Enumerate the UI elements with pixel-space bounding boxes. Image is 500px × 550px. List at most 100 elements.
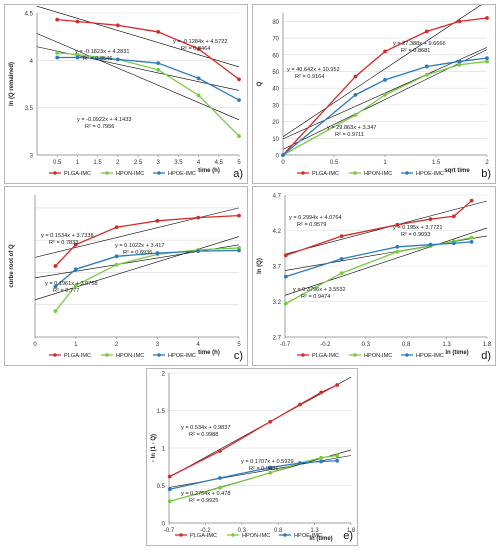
legend-marker bbox=[231, 533, 235, 537]
data-point bbox=[353, 92, 358, 97]
legend-label: HPOE-IMC bbox=[416, 353, 444, 359]
data-point bbox=[457, 62, 462, 67]
data-point bbox=[457, 19, 462, 24]
data-point bbox=[335, 458, 340, 463]
data-point bbox=[383, 77, 387, 82]
data-point bbox=[424, 72, 429, 77]
chart-panel-d: 2.7 3.2 3.7 4.2 4.7 -0.7 -0.2 0.3 0.8 1.3 1.8 ln (t… bbox=[252, 186, 496, 366]
x-axis-title: ln (time) bbox=[309, 536, 332, 542]
data-point bbox=[218, 485, 222, 490]
fit-equation: y = -0.1823x + 4.2831 bbox=[75, 49, 129, 55]
fit-r2: R² = 0.9925 bbox=[189, 498, 218, 504]
data-point bbox=[383, 92, 387, 97]
data-point bbox=[196, 215, 201, 220]
data-point bbox=[469, 235, 474, 240]
x-tick-label: 2 bbox=[115, 342, 119, 348]
series-line bbox=[57, 18, 240, 80]
legend-label: HPON-IMC bbox=[364, 353, 392, 359]
series-line bbox=[282, 57, 488, 156]
y-tick-label: 50 bbox=[272, 70, 279, 76]
x-tick-label: 4 bbox=[197, 342, 201, 348]
legend-marker bbox=[157, 171, 161, 175]
fit-equation: y = 27.388x + 9.6666 bbox=[393, 41, 446, 47]
x-tick-label: 1.5 bbox=[432, 160, 441, 166]
x-tick-label: -0.7 bbox=[164, 528, 175, 534]
fit-r2: R² = 0.9711 bbox=[335, 132, 364, 138]
series-line bbox=[57, 56, 240, 101]
x-tick-label: 0 bbox=[281, 160, 285, 166]
y-axis-title: - ln (1 - Q) bbox=[151, 434, 157, 462]
x-tick-label: -0.2 bbox=[200, 528, 211, 534]
y-tick-label: 0 bbox=[162, 522, 166, 528]
legend-marker bbox=[283, 533, 287, 537]
fit-equation: y = 0.3796x + 3.5532 bbox=[293, 287, 346, 293]
series-line bbox=[285, 200, 473, 256]
x-tick-label: 1 bbox=[74, 342, 78, 348]
data-point bbox=[283, 301, 288, 306]
data-point bbox=[156, 67, 161, 72]
panel-letter: c) bbox=[234, 350, 243, 362]
data-point bbox=[196, 93, 201, 98]
legend-marker bbox=[179, 533, 183, 537]
data-point bbox=[283, 253, 288, 258]
data-point bbox=[55, 17, 60, 22]
x-tick-label: -0.2 bbox=[320, 342, 331, 348]
y-tick-label: 2 bbox=[162, 372, 166, 378]
fit-r2: R² = 0.7956 bbox=[85, 124, 114, 130]
y-tick-label: 3.2 bbox=[273, 300, 282, 306]
data-point bbox=[395, 244, 400, 249]
legend-marker bbox=[157, 353, 161, 357]
chart-panel-a: 3 3.5 4 4.5 0.5 1 1.5 2 2.5 3 3.5 4 4.5 5 time (h) ln (… bbox=[4, 4, 248, 184]
fit-equation: y = 0.1961x + 3.0758 bbox=[45, 281, 98, 287]
x-tick-label: 1.3 bbox=[310, 528, 319, 534]
x-tick-label: 1 bbox=[383, 160, 387, 166]
data-point bbox=[73, 283, 78, 288]
data-point bbox=[485, 16, 489, 20]
fit-equation: y = -0.1284x + 4.5722 bbox=[173, 39, 227, 45]
data-point bbox=[156, 61, 161, 66]
data-point bbox=[237, 77, 241, 82]
data-point bbox=[339, 257, 344, 261]
y-tick-label: 4 bbox=[30, 59, 34, 65]
legend-marker bbox=[353, 353, 357, 357]
data-point bbox=[196, 76, 201, 81]
x-tick-label: 2 bbox=[485, 160, 489, 166]
fit-r2: R² = 0.9093 bbox=[401, 232, 430, 238]
legend-label: HPON-IMC bbox=[364, 171, 392, 177]
x-tick-label: 0.8 bbox=[402, 342, 411, 348]
legend-label: HPOE-IMC bbox=[294, 533, 322, 539]
x-axis-title: ln (time) bbox=[445, 350, 468, 356]
data-point bbox=[457, 59, 462, 64]
data-point bbox=[196, 249, 201, 254]
legend-label: HPOE-IMC bbox=[416, 171, 444, 177]
x-tick-label: 1.5 bbox=[93, 160, 102, 166]
legend-marker bbox=[353, 171, 357, 175]
legend-marker bbox=[301, 171, 305, 175]
series-line bbox=[285, 241, 472, 278]
legend-label: PLGA-IMC bbox=[312, 353, 339, 359]
fit-equation: y = 0.1707x + 0.5929 bbox=[241, 459, 294, 465]
fit-line bbox=[34, 236, 240, 301]
fit-r2: R² = 0.9164 bbox=[295, 74, 324, 80]
y-tick-label: 3 bbox=[30, 154, 34, 160]
data-point bbox=[283, 274, 288, 279]
y-tick-label: 80 bbox=[272, 20, 279, 26]
data-point bbox=[335, 383, 340, 387]
x-axis-title: time (h) bbox=[198, 350, 220, 356]
x-tick-label: 0.5 bbox=[53, 160, 62, 166]
data-point bbox=[428, 217, 433, 222]
x-tick-label: 1.8 bbox=[347, 528, 356, 534]
data-point bbox=[155, 251, 160, 255]
data-point bbox=[237, 98, 241, 102]
data-point bbox=[55, 55, 60, 60]
x-axis-title: time (h) bbox=[198, 168, 220, 174]
x-tick-label: 0.3 bbox=[362, 342, 371, 348]
x-tick-label: 5 bbox=[237, 342, 241, 348]
data-point bbox=[237, 134, 241, 138]
y-tick-label: 1.5 bbox=[157, 409, 166, 415]
data-point bbox=[75, 19, 80, 24]
data-point bbox=[469, 198, 474, 203]
fit-line bbox=[36, 5, 240, 68]
legend-label: PLGA-IMC bbox=[64, 353, 91, 359]
